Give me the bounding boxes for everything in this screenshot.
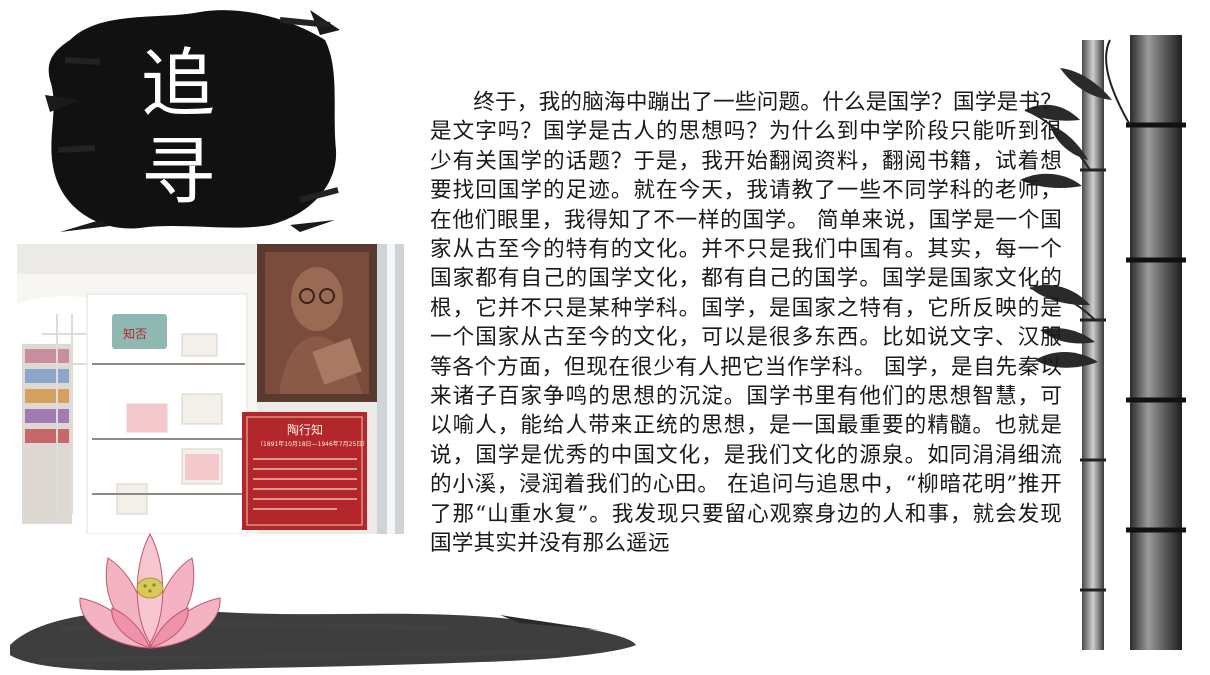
shelf-sign-text: 知否 xyxy=(123,327,147,341)
memorial-photo: 知否 陶行知 （1891年10月18日—1946年7月25日） xyxy=(17,244,404,534)
title-char-2: 寻 xyxy=(141,129,215,215)
bamboo-ink-painting xyxy=(1020,35,1186,650)
ink-brush-blot xyxy=(45,10,340,232)
title-char-1: 追 xyxy=(141,41,215,127)
plaque-dates: （1891年10月18日—1946年7月25日） xyxy=(257,440,368,448)
plaque-name: 陶行知 xyxy=(287,422,323,437)
article-paragraph: 终于，我的脑海中蹦出了一些问题。什么是国学？国学是书？是文字吗？国学是古人的思想… xyxy=(430,90,1062,557)
lotus-flower-illustration xyxy=(79,532,221,649)
title-block: 追 寻 xyxy=(118,40,238,216)
